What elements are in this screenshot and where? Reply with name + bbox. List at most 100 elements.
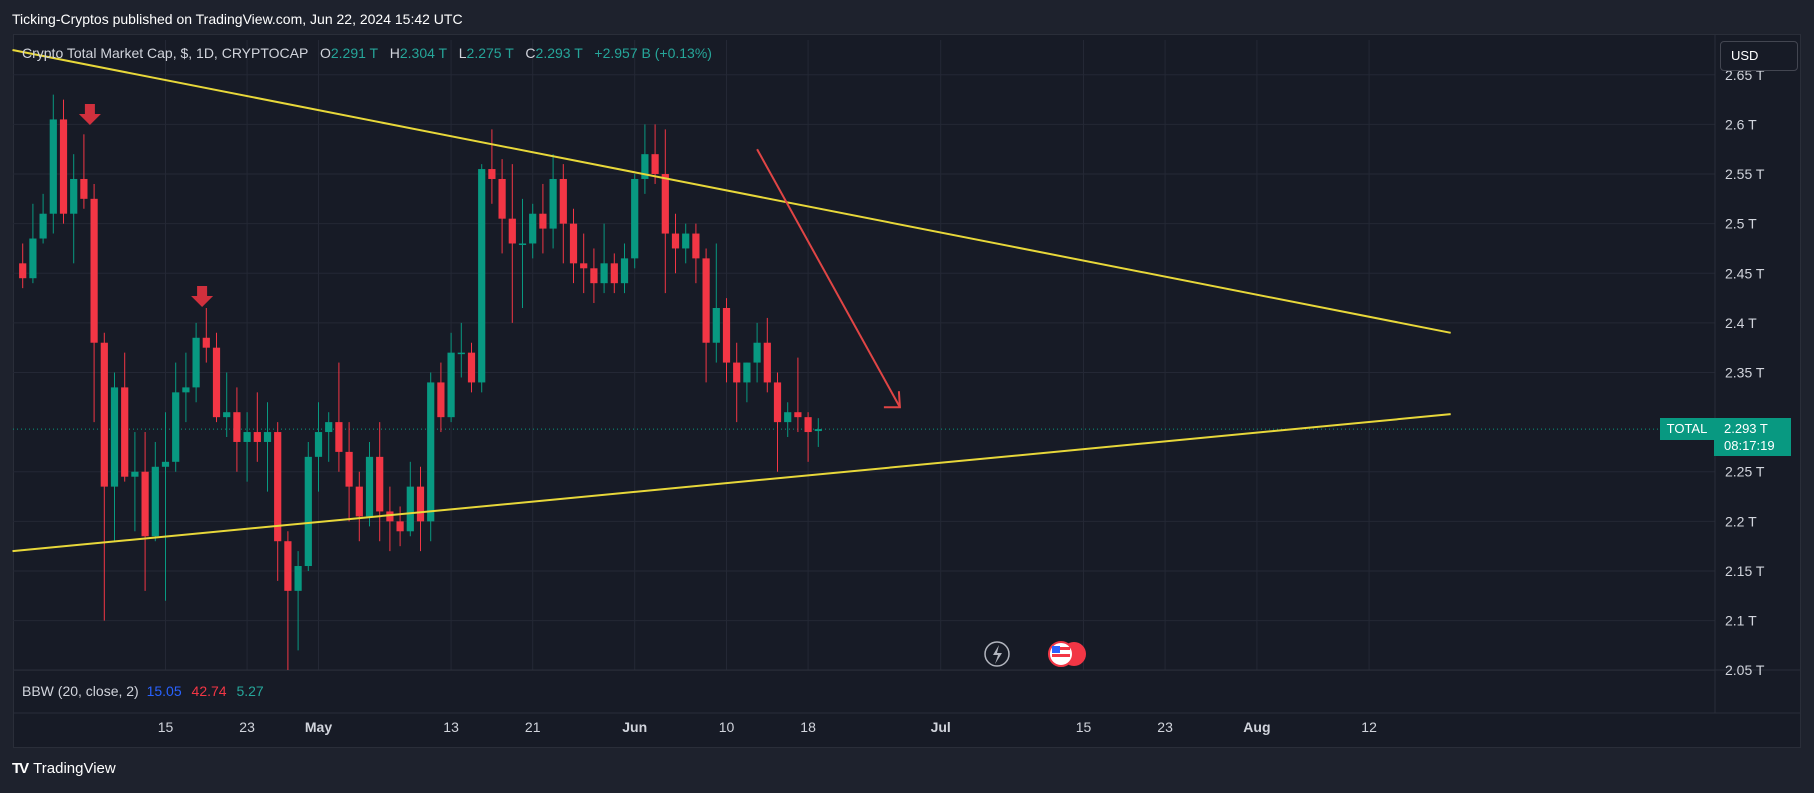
candle-body [620,258,629,284]
brand-name: TradingView [33,760,116,777]
footer-branding: TV TradingView [12,760,116,777]
candle-body [263,432,272,442]
y-tick-label: 2.1 T [1725,613,1757,629]
trendline-upper [12,48,1451,334]
y-tick-label: 2.2 T [1725,513,1757,529]
bar-countdown: 08:17:19 [1724,438,1775,453]
candle-body [559,178,567,224]
candle-body [70,178,78,214]
candle-body [49,119,57,214]
indicator-name[interactable]: BBW (20, close, 2) [22,683,139,699]
x-tick-label: 12 [1361,719,1377,735]
projection-arrow-head [883,391,901,409]
lightning-icon [984,641,1010,667]
candle-body [447,352,455,418]
candle-body [314,432,323,457]
candle-body [794,412,802,418]
indicator-value-2: 42.74 [191,683,227,699]
x-tick-label: Jun [622,719,647,735]
x-tick-label: 13 [443,719,459,735]
candle-body [580,263,588,269]
indicator-value-3: 5.27 [236,683,264,699]
candle-body [498,178,506,219]
candle-body [192,337,200,388]
candle-body [212,347,221,418]
candle-body [355,486,363,517]
indicator-legend: BBW (20, close, 2) 15.05 42.74 5.27 [22,683,264,699]
candle-body [518,243,527,245]
candle-body [763,342,771,383]
close-value: 2.293 T [535,45,583,61]
candle-body [467,352,476,383]
candle-body [172,392,180,462]
candle-body [284,541,292,591]
candle-body [590,268,598,284]
candle-body [743,362,751,383]
y-tick-label: 2.4 T [1725,315,1757,331]
candle-body [804,417,812,433]
close-label: C [525,45,536,61]
candle-body [243,432,251,442]
currency-button[interactable]: USD [1720,41,1798,71]
x-tick-label: May [305,719,332,735]
candle-body [569,223,578,264]
symbol-name[interactable]: Crypto Total Market Cap, $, 1D, CRYPTOCA… [22,45,309,61]
candle-body [325,422,333,433]
candle-body [600,263,608,284]
candle-body [19,263,27,279]
candle-body [427,382,435,522]
trendline-lower [12,413,1451,553]
candle-body [722,307,731,363]
candle-body [508,218,516,244]
x-tick-label: Jul [931,719,951,735]
candle-body [753,342,761,363]
candle-body [202,337,210,348]
open-label: O [319,45,331,61]
x-tick-label: Aug [1243,719,1270,735]
low-label: L [458,45,467,61]
down-arrow-icon [191,286,214,307]
candle-body [682,233,690,249]
candle-body [365,456,374,517]
publisher-text: Ticking-Cryptos published on TradingView… [12,11,463,27]
x-tick-label: 18 [800,719,816,735]
candle-body [151,466,159,537]
y-tick-label: 2.15 T [1725,563,1765,579]
open-value: 2.291 T [330,45,378,61]
candle-body [641,154,649,179]
y-tick-label: 2.35 T [1725,365,1765,381]
candle-body [651,154,659,175]
candle-body [233,412,241,442]
candle-body [784,412,792,423]
high-value: 2.304 T [399,45,447,61]
chart-panel[interactable] [13,34,1801,748]
candle-body [59,119,68,214]
candle-body [304,456,312,567]
candle-body [376,456,384,512]
y-tick-label: 2.45 T [1725,265,1765,281]
candle-body [29,238,37,279]
high-label: H [389,45,400,61]
candle-body [253,432,261,442]
candle-body [671,233,680,249]
low-value: 2.275 T [466,45,514,61]
candle-body [90,198,98,343]
candle-body [406,486,414,532]
candle-body [274,432,282,542]
tradingview-logo-icon: TV [12,760,29,777]
x-tick-label: 15 [158,719,174,735]
x-tick-label: 23 [1157,719,1173,735]
candle-body [294,566,302,591]
indicator-value-1: 15.05 [146,683,182,699]
candle-body [345,451,353,487]
candle-body [396,521,404,532]
candle-body [437,382,445,418]
down-arrow-icon [78,104,101,125]
candle-body [773,382,782,423]
symbol-legend: Crypto Total Market Cap, $, 1D, CRYPTOCA… [22,45,712,61]
candle-body [661,174,669,234]
candle-body [549,178,557,229]
symbol-price-tag: TOTAL [1660,418,1714,440]
candle-body [110,387,119,487]
